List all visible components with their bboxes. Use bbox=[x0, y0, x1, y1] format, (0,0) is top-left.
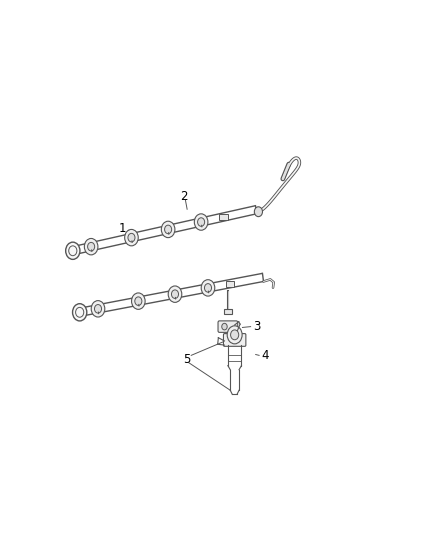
Text: 3: 3 bbox=[253, 320, 261, 333]
Circle shape bbox=[128, 233, 135, 242]
Circle shape bbox=[135, 297, 142, 305]
Circle shape bbox=[205, 284, 212, 292]
Circle shape bbox=[91, 301, 105, 317]
Circle shape bbox=[230, 330, 239, 340]
FancyBboxPatch shape bbox=[218, 321, 238, 333]
Circle shape bbox=[201, 280, 215, 296]
Circle shape bbox=[254, 207, 262, 216]
Circle shape bbox=[66, 242, 80, 260]
Circle shape bbox=[85, 238, 98, 255]
Circle shape bbox=[165, 225, 172, 233]
Circle shape bbox=[194, 214, 208, 230]
FancyBboxPatch shape bbox=[219, 214, 227, 220]
FancyBboxPatch shape bbox=[226, 281, 234, 287]
Text: 1: 1 bbox=[119, 222, 127, 235]
FancyBboxPatch shape bbox=[223, 334, 246, 346]
Circle shape bbox=[227, 326, 242, 344]
Circle shape bbox=[198, 218, 205, 227]
Circle shape bbox=[222, 324, 227, 330]
Text: 2: 2 bbox=[180, 190, 187, 203]
Circle shape bbox=[88, 243, 95, 251]
Text: 4: 4 bbox=[261, 349, 269, 362]
Circle shape bbox=[95, 304, 102, 313]
Text: 5: 5 bbox=[184, 353, 191, 366]
FancyBboxPatch shape bbox=[224, 309, 232, 314]
Circle shape bbox=[125, 229, 138, 246]
Circle shape bbox=[171, 290, 179, 298]
Circle shape bbox=[168, 286, 182, 302]
Circle shape bbox=[161, 221, 175, 238]
Circle shape bbox=[73, 304, 87, 321]
Circle shape bbox=[131, 293, 145, 309]
